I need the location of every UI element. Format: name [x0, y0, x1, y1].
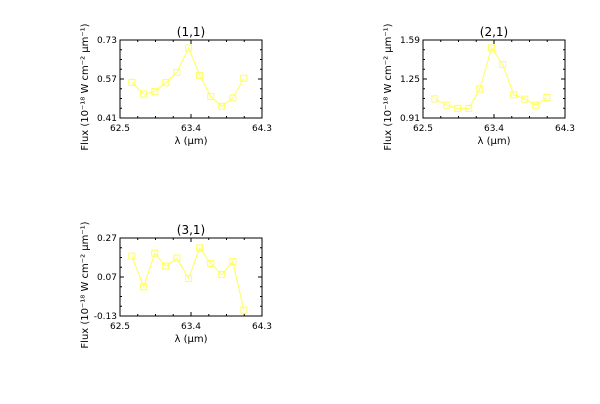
data-point	[521, 95, 529, 103]
data-point	[207, 260, 215, 268]
data-point	[173, 68, 181, 76]
data-point	[229, 258, 237, 266]
data-point	[240, 74, 248, 82]
data-point	[151, 88, 159, 96]
x-tick-label: 62.5	[110, 322, 130, 332]
x-axis-label: λ (μm)	[174, 136, 207, 147]
data-point	[510, 91, 518, 99]
chart-title: (3,1)	[177, 223, 205, 237]
y-tick-label: 0.73	[97, 36, 117, 46]
data-point	[151, 249, 159, 257]
y-axis-label: Flux (10⁻¹⁸ W cm⁻² μm⁻¹)	[80, 221, 91, 348]
plot-frame	[119, 237, 263, 317]
data-point	[443, 101, 451, 109]
data-point	[196, 71, 204, 79]
panel-3: (3,1) 62.5 63.4 64.3 0.27 0.07 -0.13 λ (μm) Flux…	[80, 221, 272, 348]
y-tick-label: 0.57	[97, 75, 117, 85]
x-axis-label: λ (μm)	[477, 136, 510, 147]
series-line	[434, 46, 548, 109]
data-point	[218, 270, 226, 278]
y-axis-label: Flux (10⁻¹⁸ W cm⁻² μm⁻¹)	[80, 23, 91, 150]
x-tick-label: 62.5	[413, 124, 433, 134]
data-point	[140, 283, 148, 291]
x-tick-label: 63.4	[181, 124, 201, 134]
data-point	[532, 101, 540, 109]
x-axis-label: λ (μm)	[174, 334, 207, 345]
y-tick-label: 0.91	[400, 114, 420, 124]
data-point	[240, 306, 248, 314]
y-tick-label: 0.41	[97, 114, 117, 124]
data-point	[218, 102, 226, 110]
x-tick-label: 62.5	[110, 124, 130, 134]
chart-title: (2,1)	[480, 25, 508, 39]
data-point	[196, 244, 204, 252]
x-tick-label: 64.3	[252, 322, 272, 332]
panel-2: (2,1) 62.5 63.4 64.3 0.91 1.25 1.59 λ (μm) Flux …	[383, 23, 575, 150]
data-point	[185, 44, 193, 52]
data-point	[454, 104, 462, 112]
series-line	[131, 46, 245, 107]
data-point	[499, 61, 507, 69]
data-point	[229, 94, 237, 102]
data-point	[431, 95, 439, 103]
data-point	[465, 104, 473, 112]
x-tick-label: 64.3	[252, 124, 272, 134]
y-tick-label: 0.27	[97, 234, 117, 244]
y-tick-label: 1.25	[400, 75, 420, 85]
data-point	[476, 85, 484, 93]
data-point	[543, 93, 551, 101]
data-point	[207, 93, 215, 101]
data-point	[173, 254, 181, 262]
x-tick-label: 64.3	[555, 124, 575, 134]
data-point	[162, 262, 170, 270]
x-tick-label: 63.4	[181, 322, 201, 332]
data-point	[488, 44, 496, 52]
data-point	[128, 78, 136, 86]
y-tick-label: 0.07	[97, 273, 117, 283]
data-point	[128, 252, 136, 260]
data-point	[140, 90, 148, 98]
x-tick-label: 63.4	[484, 124, 504, 134]
series-line	[131, 246, 245, 311]
y-tick-label: 1.59	[400, 36, 420, 46]
data-point	[185, 275, 193, 283]
panel-1: (1,1) 62.5 63.4 64.3 0.41 0.57 0.73 λ (μm) Flux …	[80, 23, 272, 150]
y-axis-label: Flux (10⁻¹⁸ W cm⁻² μm⁻¹)	[383, 23, 394, 150]
y-tick-label: -0.13	[94, 312, 117, 322]
data-point	[162, 79, 170, 87]
chart-title: (1,1)	[177, 25, 205, 39]
